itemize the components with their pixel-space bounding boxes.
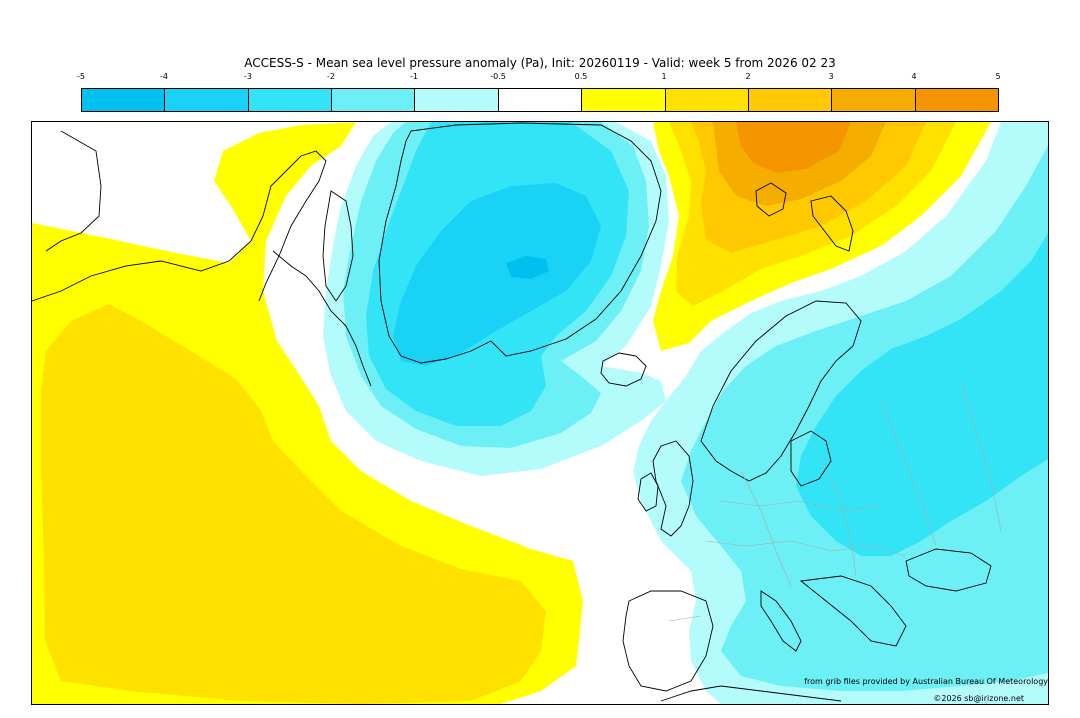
canadian-archipelago-coast [45,130,102,252]
colorbar-swatch [82,89,166,111]
data-source-credit: from grib files provided by Australian B… [804,677,1048,686]
colorbar-tick: -1 [410,72,418,81]
border-line [705,540,907,557]
italy-coast [760,590,802,652]
colorbar-tick: 5 [995,72,1001,81]
baffin-island-coast [322,190,354,302]
colorbar [81,88,999,112]
north-america-coast [32,150,327,302]
border-line [668,615,702,622]
svalbard-coast [755,182,787,217]
colorbar-tick: -5 [77,72,85,81]
arctic-positive-core [736,122,851,173]
colorbar-swatch [248,89,333,111]
colorbar-tick: 4 [911,72,917,81]
atlantic-positive-core [41,304,546,704]
colorbar-swatch [832,89,916,111]
border-line [740,470,792,587]
colorbar-swatch [415,89,499,111]
colorbar-tick: 0.5 [574,72,588,81]
border-line [820,460,857,577]
colorbar-tick: 2 [745,72,751,81]
scandinavia-coast [700,300,862,482]
iberia-coast [622,590,714,692]
anomaly-map [32,122,1048,704]
iceland-coast [600,352,647,387]
colorbar-tick: -3 [244,72,252,81]
colorbar-tick: 3 [828,72,834,81]
labrador-coast [272,250,372,387]
greenland-coast [378,122,662,364]
colorbar-tick: 1 [661,72,667,81]
novaya-zemlya-coast [810,195,854,252]
colorbar-swatch [165,89,249,111]
colorbar-tick: -0.5 [490,72,506,81]
balkans-coast [799,575,907,647]
map-panel [31,121,1049,705]
border-line [720,500,882,512]
colorbar-swatch [582,89,666,111]
colorbar-tick: -4 [160,72,168,81]
colorbar-ticks: -5 -4 -3 -2 -1 -0.5 0.5 1 2 3 4 5 [0,72,1080,84]
country-borders [668,380,1002,622]
greenland-negative-peak [506,256,549,279]
british-isles-coast [652,440,694,537]
greenland-negative-core [393,183,601,366]
copyright-credit: ©2026 sb@irizone.net [933,694,1024,703]
border-line [880,400,937,547]
baltic-coast [790,430,832,487]
colorbar-swatch [498,89,583,111]
north-africa-coast [660,685,842,702]
colorbar-swatch [748,89,833,111]
colorbar-tick: -2 [327,72,335,81]
coastlines [32,122,992,702]
colorbar-swatch [665,89,749,111]
ireland-coast [637,472,659,512]
colorbar-swatch [915,89,998,111]
border-line [960,380,1002,532]
europe-negative-core [796,233,1048,556]
black-sea-coast [905,548,992,592]
colorbar-swatch [332,89,416,111]
chart-title: ACCESS-S - Mean sea level pressure anoma… [244,56,836,70]
